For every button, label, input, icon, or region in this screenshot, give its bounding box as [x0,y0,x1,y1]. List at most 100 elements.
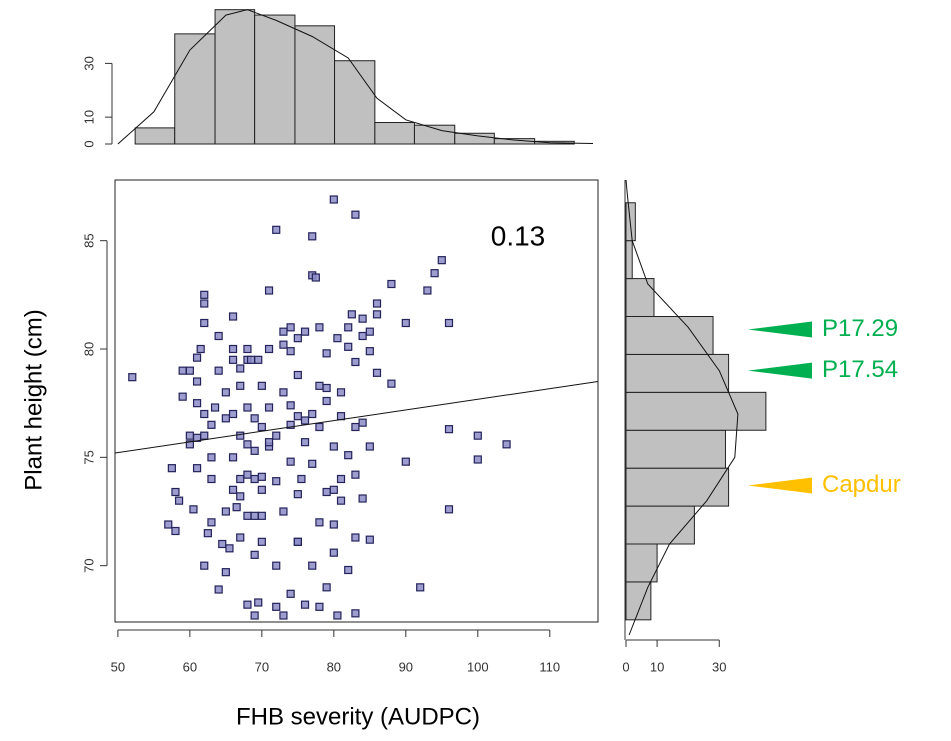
point [358,494,367,503]
point [351,210,360,219]
histogram-bar [174,33,216,145]
point [365,442,374,451]
point [473,431,482,440]
point [308,459,317,468]
point [279,388,288,397]
point [336,412,346,421]
point [207,453,216,462]
point [272,602,281,611]
point [257,381,266,390]
point [401,318,410,328]
histogram-bar [625,467,730,507]
y-axis-title: Plant height (cm) [20,309,47,490]
point [171,526,180,536]
plot-frame [114,179,599,623]
point [200,299,209,308]
point [387,279,396,289]
x-tick-label: 10 [650,659,664,674]
point [185,431,194,440]
point [207,518,216,527]
point [311,273,320,282]
x-tick-label: 0 [622,659,629,674]
marker-arrow [748,362,812,379]
point [358,314,367,323]
point [214,366,223,375]
point [228,485,238,494]
point [336,388,346,397]
marker-label: P17.54 [822,356,898,383]
histogram-bar [625,391,767,431]
point [264,286,274,295]
x-tick-label: 60 [183,659,197,674]
y-tick-label: 0 [81,140,96,147]
point [315,518,324,527]
point [293,334,302,343]
histogram-bar [334,60,376,145]
point [293,370,302,380]
point [308,561,317,570]
x-tick-label: 80 [327,659,341,674]
point [372,299,382,308]
point [329,485,338,494]
point [365,347,374,356]
point [344,342,353,351]
histogram-bar [625,240,633,280]
histogram-bar [625,278,655,318]
point [236,381,245,390]
point [293,490,302,499]
x-tick-label: 70 [255,659,269,674]
point [174,496,184,505]
point [250,474,259,484]
point [308,409,317,419]
point [257,537,266,546]
point [228,355,238,364]
point [322,583,331,592]
y-tick-label: 85 [81,233,96,247]
point [372,310,382,319]
point [293,537,302,546]
point [351,357,360,367]
point [236,364,245,373]
point [236,492,245,501]
point [257,511,266,520]
point [336,496,346,505]
point [344,565,353,575]
point [315,381,324,390]
marker-label: Capdur [822,471,901,498]
point [372,368,382,377]
point [365,535,374,544]
point [430,269,439,278]
point [300,327,310,336]
density-curve [625,179,739,636]
point [192,377,202,386]
histogram-bar [625,505,695,545]
point [185,366,194,375]
histogram-bar [454,132,495,145]
histogram-bar [625,429,726,469]
point [351,470,360,479]
point [473,455,482,464]
y-tick-label: 70 [81,558,96,572]
point [329,548,338,557]
point [322,383,331,393]
point [351,422,360,432]
point [401,457,410,466]
point [178,392,187,401]
point [221,507,230,516]
y-tick-label: 30 [81,56,96,70]
point [279,340,288,349]
point [329,442,338,451]
point [246,355,256,364]
point [329,195,338,204]
point [286,347,295,356]
marker-arrow [748,477,812,494]
point [333,334,342,343]
point [196,344,205,354]
point [200,409,209,419]
point [315,602,324,611]
point [257,472,266,481]
point [300,416,310,425]
histogram-bar [254,14,296,145]
point [272,561,281,570]
point [207,474,216,484]
